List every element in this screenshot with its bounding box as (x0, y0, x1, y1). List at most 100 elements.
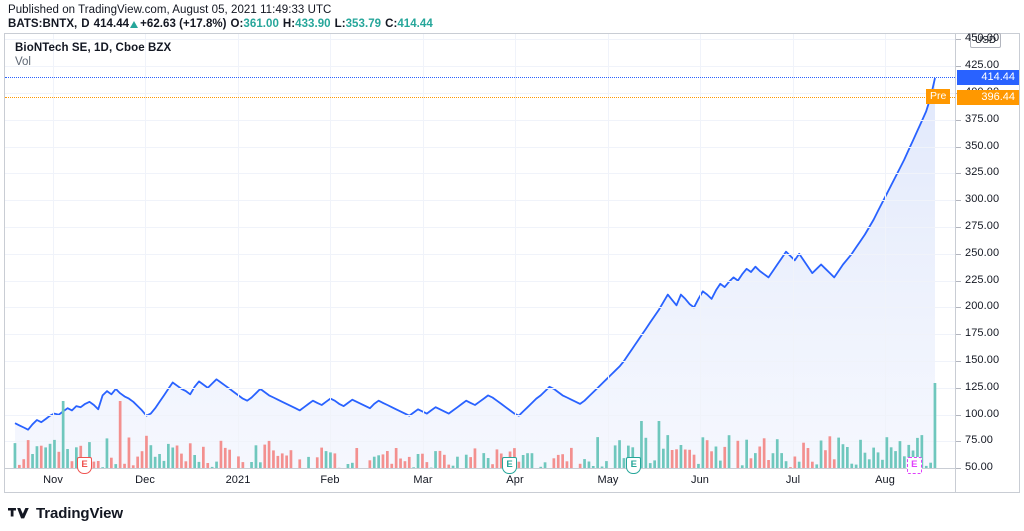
premarket-price-line (5, 96, 955, 98)
volume-bar (372, 456, 376, 479)
tick-mark (956, 361, 961, 363)
volume-bar (666, 435, 670, 479)
volume-bar (127, 437, 131, 479)
volume-bar (329, 452, 332, 479)
price-axis-label: 125.00 (965, 380, 1000, 393)
price-axis-tick: 75.00 (956, 434, 1020, 446)
price-axis-tick: 50.00 (956, 461, 1020, 473)
quote-change: +62.63 (+17.8%) (140, 18, 227, 30)
high-value: 433.90 (295, 18, 331, 30)
volume-bar (140, 451, 144, 479)
volume-bar (710, 451, 713, 479)
time-axis-label: Mar (413, 474, 433, 486)
premarket-price-badge[interactable]: 396.44 (957, 89, 1019, 105)
volume-bar (285, 455, 288, 479)
earnings-marker[interactable]: E (906, 457, 922, 474)
tick-mark (956, 227, 961, 228)
volume-bar (675, 449, 678, 479)
grid-line-horizontal (5, 173, 955, 175)
grid-line-horizontal (5, 361, 955, 363)
volume-bar (456, 456, 459, 479)
volume-bar (692, 454, 696, 479)
volume-bar (613, 445, 617, 479)
last-price-line (5, 77, 955, 79)
volume-bar (683, 449, 687, 479)
open-value: 361.00 (243, 18, 279, 30)
grid-line-horizontal (5, 253, 955, 255)
volume-bar (714, 446, 718, 479)
price-line (14, 77, 936, 431)
earnings-marker[interactable]: E (626, 457, 642, 474)
up-arrow-icon (130, 20, 139, 28)
price-axis-tick: 425.00 (956, 59, 1020, 71)
volume-bar (254, 445, 258, 479)
price-axis[interactable]: USD 450.00425.00400.00375.00350.00325.00… (955, 32, 1020, 492)
time-axis[interactable]: Nov Dec 2021 Feb Mar Apr May Jun Jul Aug (5, 468, 955, 492)
volume-bar (421, 453, 424, 479)
volume-bar (670, 450, 674, 479)
grid-line-horizontal (5, 334, 955, 336)
price-axis-label: 225.00 (965, 273, 1000, 286)
volume-bar (727, 435, 731, 479)
volume-bar (596, 437, 599, 479)
time-axis-label: Apr (506, 474, 524, 486)
tick-mark (956, 119, 961, 121)
tick-mark (956, 387, 961, 389)
volume-bar (307, 456, 310, 479)
volume-bar (289, 450, 293, 479)
volume-bar (66, 449, 69, 479)
grid-line-vertical (145, 34, 146, 479)
grid-line-vertical (423, 34, 424, 479)
price-axis-tick: 175.00 (956, 327, 1020, 339)
quote-symbol: BATS:BNTX, (8, 18, 78, 30)
volume-bar (841, 444, 845, 479)
volume-bar (13, 443, 17, 479)
earnings-marker[interactable]: E (502, 457, 518, 474)
volume-bar (705, 440, 709, 479)
price-axis-tick: 375.00 (956, 113, 1020, 125)
price-axis-label: 350.00 (965, 139, 1000, 152)
volume-bar (145, 435, 148, 479)
volume-bar (754, 453, 757, 479)
grid-line-vertical (608, 34, 609, 479)
volume-bar (745, 439, 748, 479)
earnings-marker[interactable]: E (77, 457, 92, 474)
volume-bar (407, 456, 411, 479)
tick-mark (956, 39, 961, 41)
low-label: L: (334, 18, 346, 30)
volume-bar (267, 440, 271, 479)
tick-mark (956, 173, 961, 175)
volume-bar (464, 454, 468, 479)
last-price-badge[interactable]: 414.44 (957, 70, 1019, 86)
tick-mark (956, 307, 961, 309)
price-axis-label: 450.00 (965, 32, 1000, 45)
volume-bar (276, 455, 280, 479)
grid-line-horizontal (5, 414, 955, 416)
volume-bar (188, 443, 192, 479)
tradingview-logo-icon (8, 508, 29, 519)
volume-bar (894, 451, 897, 479)
price-axis-tick: 350.00 (956, 140, 1020, 152)
volume-bar (416, 454, 420, 479)
volume-bar (167, 443, 170, 479)
volume-bar (219, 440, 223, 479)
currency-badge[interactable]: USD (970, 33, 1002, 49)
grid-line-horizontal (5, 227, 955, 228)
volume-bar (149, 445, 153, 479)
price-axis-label: 325.00 (965, 166, 1000, 179)
published-line: Published on TradingView.com, August 05,… (8, 4, 332, 16)
grid-line-horizontal (5, 146, 955, 148)
tick-mark (956, 200, 961, 202)
volume-bar (819, 440, 823, 479)
volume-bar (771, 453, 775, 479)
volume-bar (263, 444, 267, 479)
volume-bar (44, 447, 47, 479)
volume-bar (775, 439, 779, 479)
time-axis-label: Feb (320, 474, 340, 486)
volume-bar (57, 451, 61, 479)
time-axis-label: May (597, 474, 619, 486)
volume-bar (175, 445, 179, 479)
price-axis-label: 375.00 (965, 112, 1000, 125)
